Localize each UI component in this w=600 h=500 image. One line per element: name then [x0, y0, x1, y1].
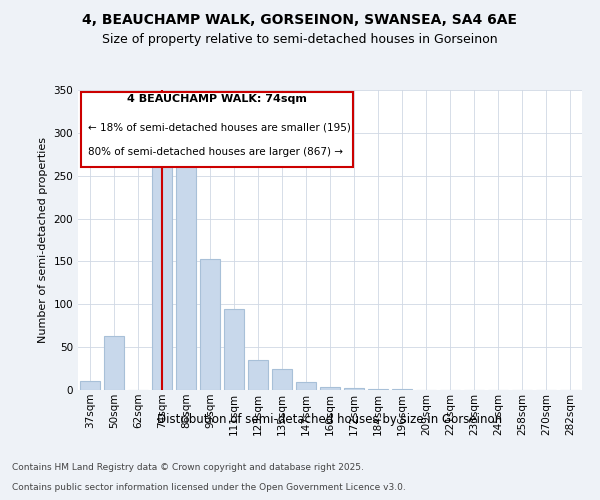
- Text: 80% of semi-detached houses are larger (867) →: 80% of semi-detached houses are larger (…: [88, 147, 343, 157]
- Bar: [320, 386, 340, 390]
- Text: Distribution of semi-detached houses by size in Gorseinon: Distribution of semi-detached houses by …: [157, 412, 503, 426]
- Bar: [152, 150, 172, 390]
- Text: 4, BEAUCHAMP WALK, GORSEINON, SWANSEA, SA4 6AE: 4, BEAUCHAMP WALK, GORSEINON, SWANSEA, S…: [83, 12, 517, 26]
- Bar: [272, 368, 292, 390]
- Bar: [80, 382, 100, 390]
- Bar: [248, 360, 268, 390]
- Bar: [368, 389, 388, 390]
- Text: 4 BEAUCHAMP WALK: 74sqm: 4 BEAUCHAMP WALK: 74sqm: [127, 94, 307, 104]
- FancyBboxPatch shape: [80, 92, 353, 166]
- Bar: [224, 308, 244, 390]
- Text: Size of property relative to semi-detached houses in Gorseinon: Size of property relative to semi-detach…: [102, 32, 498, 46]
- Text: ← 18% of semi-detached houses are smaller (195): ← 18% of semi-detached houses are smalle…: [88, 122, 351, 132]
- Bar: [176, 158, 196, 390]
- Text: Contains HM Land Registry data © Crown copyright and database right 2025.: Contains HM Land Registry data © Crown c…: [12, 464, 364, 472]
- Bar: [104, 336, 124, 390]
- Bar: [392, 389, 412, 390]
- Bar: [200, 259, 220, 390]
- Text: Contains public sector information licensed under the Open Government Licence v3: Contains public sector information licen…: [12, 484, 406, 492]
- Bar: [344, 388, 364, 390]
- Bar: [296, 382, 316, 390]
- Y-axis label: Number of semi-detached properties: Number of semi-detached properties: [38, 137, 48, 343]
